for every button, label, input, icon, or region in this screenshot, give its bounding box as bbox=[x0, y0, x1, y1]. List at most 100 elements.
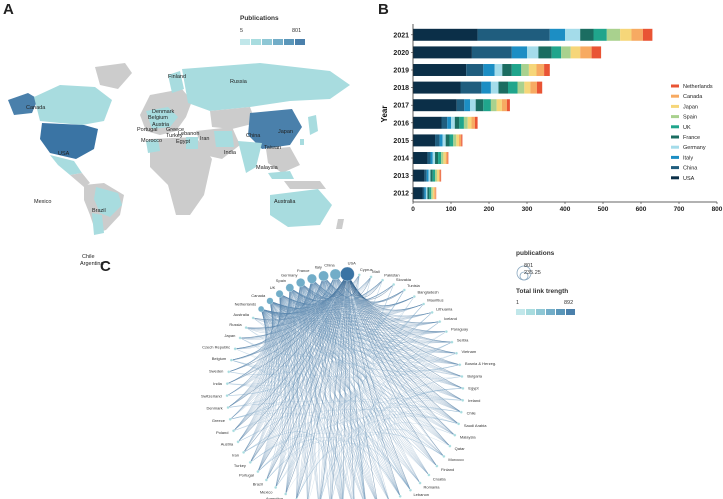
network-link bbox=[261, 276, 372, 315]
network-link bbox=[243, 300, 276, 453]
network-node-mali bbox=[369, 275, 373, 279]
network-node-morocco bbox=[442, 454, 446, 458]
bar-uk-2017 bbox=[483, 99, 491, 112]
network-legend-link-title: Total link trength bbox=[516, 288, 569, 295]
bar-canada-2017 bbox=[501, 99, 507, 112]
network-link bbox=[228, 403, 290, 442]
network-label: Tunisia bbox=[407, 283, 421, 288]
network-node-canada bbox=[266, 297, 274, 305]
network-link bbox=[269, 300, 447, 335]
network-node-japan bbox=[238, 336, 242, 340]
bar-china-2017 bbox=[456, 99, 465, 112]
network-link bbox=[285, 399, 463, 495]
x-tick-label: 500 bbox=[598, 206, 609, 213]
network-node-paraguay bbox=[444, 330, 448, 334]
network-label: Lithuania bbox=[436, 306, 453, 311]
network-label: Japan bbox=[224, 333, 235, 338]
bar-usa-2014 bbox=[413, 152, 428, 164]
network-node-italy bbox=[318, 270, 329, 282]
alaska bbox=[8, 93, 38, 115]
map-legend: Publications 5 801 bbox=[240, 15, 310, 45]
bar-canada-2021 bbox=[631, 28, 643, 41]
network-link bbox=[228, 308, 267, 372]
legend-label-uk: UK bbox=[683, 125, 691, 131]
map-label-austria: Austria bbox=[152, 122, 170, 128]
network-label: Netherlands bbox=[235, 302, 257, 307]
bar-france-2020 bbox=[538, 46, 552, 59]
brazil bbox=[94, 187, 122, 217]
network-link bbox=[260, 308, 389, 499]
bar-france-2017 bbox=[475, 99, 484, 112]
network-node-czech-republic bbox=[233, 347, 237, 351]
network-link bbox=[230, 303, 424, 420]
bar-spain-2014 bbox=[441, 152, 444, 164]
bar-spain-2017 bbox=[490, 99, 497, 112]
africa bbox=[150, 137, 212, 215]
network-link bbox=[323, 275, 447, 332]
network-link bbox=[361, 445, 411, 499]
bar-japan-2015 bbox=[456, 134, 459, 147]
bar-germany-2019 bbox=[494, 64, 503, 76]
network-link bbox=[279, 293, 452, 343]
bar-uk-2016 bbox=[459, 116, 464, 129]
legend-label-france: France bbox=[683, 135, 700, 141]
egypt bbox=[186, 137, 198, 149]
network-link bbox=[269, 300, 424, 319]
indonesia bbox=[284, 181, 326, 189]
network-node-switzerland bbox=[225, 394, 229, 398]
network-link bbox=[246, 327, 453, 365]
y-tick-label: 2012 bbox=[393, 191, 409, 198]
iran bbox=[214, 131, 234, 147]
bar-china-2013 bbox=[424, 169, 427, 182]
network-node-chile bbox=[459, 410, 463, 414]
network-label: Bosnia & Herzeg. bbox=[465, 361, 496, 366]
bar-canada-2015 bbox=[458, 134, 462, 147]
bar-china-2018 bbox=[460, 81, 482, 94]
network-legend-link-min: 1 bbox=[516, 300, 520, 306]
bar-japan-2013 bbox=[436, 169, 439, 182]
morocco bbox=[146, 139, 160, 153]
network-link bbox=[260, 308, 319, 499]
network-link bbox=[279, 293, 455, 436]
bar-italy-2017 bbox=[464, 99, 470, 112]
network-link bbox=[342, 284, 394, 499]
bar-italy-2018 bbox=[481, 81, 491, 94]
network-node-china bbox=[329, 268, 342, 280]
network-link bbox=[279, 278, 324, 340]
chile-argentina bbox=[92, 213, 104, 235]
network-label: Mauritius bbox=[427, 297, 443, 302]
network-node-romania bbox=[418, 481, 422, 485]
map-label-denmark: Denmark bbox=[152, 109, 175, 115]
map-label-portugal: Portugal bbox=[137, 127, 158, 133]
ramp-swatch-3 bbox=[546, 309, 555, 315]
bar-japan-2017 bbox=[496, 99, 502, 112]
map-label-chile: Chile bbox=[82, 254, 95, 260]
network-link bbox=[323, 275, 457, 354]
network-link bbox=[257, 303, 424, 472]
bar-netherlands-2013 bbox=[440, 169, 442, 182]
bar-spain-2012 bbox=[431, 187, 433, 200]
network-node-belgium bbox=[229, 358, 233, 362]
bar-italy-2014 bbox=[430, 152, 433, 164]
network-label: Bangladesh bbox=[418, 290, 439, 295]
bar-usa-2012 bbox=[413, 187, 423, 200]
network-link bbox=[260, 308, 363, 499]
network-link bbox=[240, 293, 282, 339]
network-link bbox=[230, 412, 421, 484]
bar-canada-2013 bbox=[438, 169, 441, 182]
network-label: China bbox=[324, 262, 335, 267]
network-link bbox=[250, 434, 313, 499]
bar-netherlands-2018 bbox=[536, 81, 543, 94]
bar-italy-2020 bbox=[511, 46, 527, 59]
y-tick-label: 2020 bbox=[393, 50, 409, 57]
network-link bbox=[227, 383, 288, 431]
network-link bbox=[397, 413, 459, 457]
bar-china-2012 bbox=[422, 187, 425, 200]
network-link bbox=[279, 293, 376, 499]
ramp-swatch-5 bbox=[566, 309, 575, 315]
greenland bbox=[95, 63, 132, 89]
network-link bbox=[335, 274, 405, 303]
network-link bbox=[362, 331, 447, 499]
legend-swatch-spain bbox=[671, 115, 679, 119]
ramp-swatch-0 bbox=[516, 309, 525, 315]
